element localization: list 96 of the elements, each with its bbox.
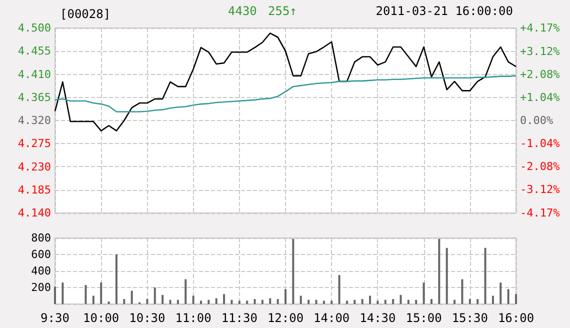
- bar: [192, 296, 194, 304]
- bar: [430, 299, 432, 304]
- bar: [476, 299, 479, 304]
- bar: [454, 300, 456, 304]
- bar: [407, 300, 410, 304]
- y-tick-label: 600: [31, 248, 51, 261]
- bar: [438, 238, 440, 304]
- bar: [400, 294, 402, 304]
- y-tick-label: 4.410: [18, 68, 51, 81]
- bar: [146, 299, 148, 304]
- y2-tick-label: +2.08%: [520, 68, 560, 81]
- bar: [292, 238, 294, 304]
- bar: [200, 300, 202, 304]
- bar: [300, 296, 302, 304]
- bar: [415, 300, 418, 304]
- bar: [338, 275, 340, 304]
- bar: [492, 296, 494, 304]
- y-tick-label: 4.365: [18, 90, 51, 104]
- y2-tick-label: -3.12%: [520, 183, 560, 196]
- bar: [154, 288, 156, 304]
- text: 4430: [228, 4, 257, 18]
- line-series: [54, 32, 517, 132]
- x-tick-label: 10:00: [83, 311, 120, 325]
- bar: [468, 299, 471, 304]
- chart-title: [00028]: [60, 7, 111, 21]
- bar: [115, 254, 118, 304]
- bar: [446, 248, 448, 304]
- bar: [130, 290, 133, 304]
- bar: [330, 300, 333, 304]
- y2-tick-label: +1.04%: [520, 90, 560, 104]
- y-tick-label: 200: [31, 281, 51, 294]
- bar: [461, 279, 464, 304]
- y-tick-label: 4.275: [18, 137, 51, 150]
- bar: [515, 294, 517, 304]
- text: 2011-03-21 16:00:00: [376, 4, 514, 18]
- y-tick-label: 400: [31, 264, 51, 278]
- bar: [484, 248, 486, 304]
- bar: [346, 300, 348, 304]
- y-tick-label: 4.500: [18, 22, 51, 34]
- y-tick-label: 4.140: [18, 206, 51, 220]
- x-tick-label: 11:30: [221, 311, 258, 325]
- x-tick-label: 9:30: [40, 311, 70, 325]
- y2-tick-label: +3.12%: [520, 44, 560, 58]
- bar: [62, 282, 64, 304]
- bar: [269, 298, 272, 304]
- bar: [246, 300, 248, 304]
- x-tick-label: 14:00: [314, 311, 350, 325]
- bar: [322, 300, 325, 304]
- y-tick-label: 4.230: [18, 160, 51, 174]
- y2-tick-label: -4.17%: [520, 206, 560, 220]
- bar: [123, 299, 126, 304]
- bar: [84, 285, 87, 304]
- bar: [500, 282, 502, 304]
- line-series: [54, 75, 517, 112]
- bar: [361, 299, 364, 304]
- text: 255↑: [268, 4, 297, 18]
- bar: [162, 294, 164, 304]
- bar: [369, 296, 372, 304]
- bar: [261, 300, 264, 304]
- y2-tick-label: 0.00%: [520, 114, 554, 127]
- bar: [100, 282, 102, 304]
- y-tick-label: 4.320: [18, 114, 51, 127]
- bar: [238, 300, 240, 304]
- bar: [176, 300, 179, 304]
- bar: [422, 282, 425, 304]
- bar: [384, 300, 386, 304]
- y-tick-label: 800: [31, 232, 51, 244]
- bar: [315, 300, 318, 304]
- bar: [215, 298, 218, 304]
- y2-tick-label: -2.08%: [520, 160, 560, 174]
- x-tick-label: 15:30: [452, 311, 488, 325]
- x-tick-label: 15:00: [406, 311, 442, 325]
- bar: [169, 300, 172, 304]
- bar: [507, 289, 510, 304]
- bar: [54, 286, 56, 304]
- bar: [92, 296, 94, 304]
- bar: [208, 300, 210, 304]
- y2-tick-label: +4.17%: [520, 22, 560, 34]
- bar: [223, 294, 226, 304]
- bar: [284, 289, 286, 304]
- y-tick-label: 4.455: [18, 44, 51, 58]
- x-tick-label: 11:00: [175, 311, 212, 325]
- bar: [254, 299, 256, 304]
- bar: [230, 300, 233, 304]
- x-tick-label: 12:00: [267, 311, 304, 325]
- bar: [354, 300, 356, 304]
- bar: [276, 299, 279, 304]
- bar: [392, 299, 394, 304]
- x-tick-label: 16:00: [498, 311, 534, 325]
- x-tick-label: 10:30: [129, 311, 166, 325]
- x-tick-label: 14:30: [360, 311, 396, 325]
- y-tick-label: 4.185: [18, 183, 51, 196]
- bar: [184, 279, 187, 304]
- bar: [308, 300, 310, 304]
- bar: [376, 300, 379, 304]
- y2-tick-label: -1.04%: [520, 137, 560, 150]
